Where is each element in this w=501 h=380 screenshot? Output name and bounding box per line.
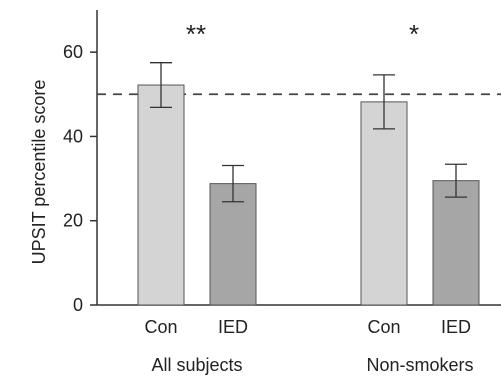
bars bbox=[137, 62, 480, 306]
category-label: IED bbox=[441, 317, 471, 337]
bar-non-smokers-con bbox=[360, 101, 408, 306]
group-label: All subjects bbox=[151, 355, 242, 375]
y-tick-label: 60 bbox=[63, 42, 83, 62]
y-axis-label: UPSIT percentile score bbox=[29, 80, 49, 265]
category-label: Con bbox=[144, 317, 177, 337]
category-label: Con bbox=[367, 317, 400, 337]
y-tick-label: 20 bbox=[63, 211, 83, 231]
bar-non-smokers-ied bbox=[432, 180, 480, 306]
y-tick-label: 0 bbox=[73, 295, 83, 315]
group-label: Non-smokers bbox=[366, 355, 473, 375]
labels: Con IED All subjects ** Con IED Non-smokers * bbox=[144, 19, 473, 375]
y-tick-label: 40 bbox=[63, 126, 83, 146]
significance-marker: ** bbox=[186, 19, 206, 49]
bar-all-subjects-ied bbox=[209, 183, 257, 306]
significance-marker: * bbox=[409, 19, 419, 49]
bar-all-subjects-con bbox=[137, 84, 185, 306]
category-label: IED bbox=[218, 317, 248, 337]
